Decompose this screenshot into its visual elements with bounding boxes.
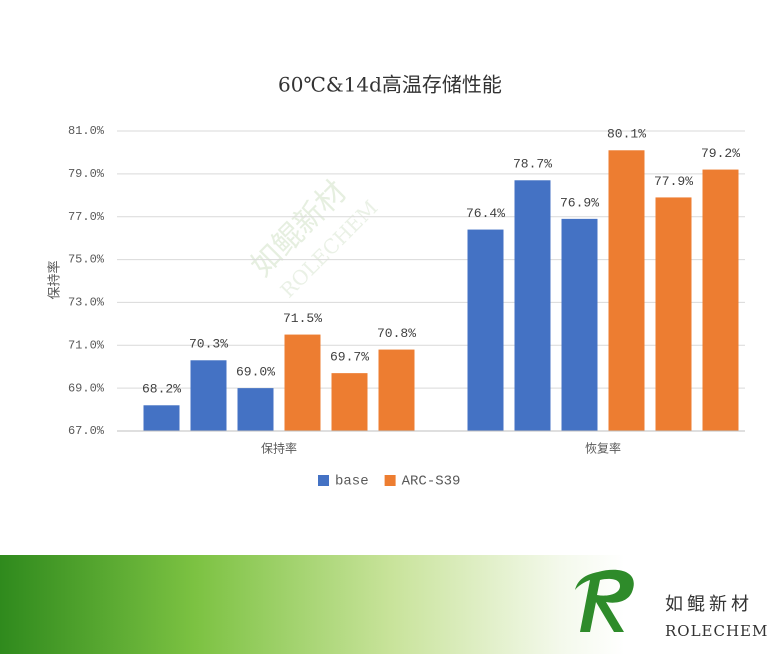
value-label: 78.7% [513, 157, 552, 172]
value-label: 69.0% [236, 365, 275, 380]
value-label: 70.8% [377, 326, 416, 341]
bar [190, 360, 227, 431]
bar [467, 229, 504, 431]
logo [575, 569, 634, 632]
bar [143, 405, 180, 431]
y-tick-label: 75.0% [68, 253, 105, 267]
bar [514, 180, 551, 431]
y-tick-label: 73.0% [68, 296, 105, 310]
value-label: 71.5% [283, 311, 322, 326]
bar [702, 169, 739, 432]
bar [378, 349, 415, 431]
chart-title: 60℃&14d高温存储性能 [278, 73, 502, 97]
value-label: 79.2% [701, 146, 740, 161]
bar [608, 150, 645, 432]
y-axis-title: 保持率 [47, 260, 63, 299]
brand-en: ROLECHEM [665, 622, 768, 640]
value-label: 70.3% [189, 337, 228, 352]
legend-label: base [335, 474, 369, 490]
y-tick-label: 71.0% [68, 338, 105, 352]
x-tick-label: 保持率 [261, 441, 297, 456]
bar [655, 197, 692, 431]
x-tick-label: 恢复率 [585, 441, 621, 456]
legend-swatch [384, 475, 396, 486]
y-tick-label: 77.0% [68, 210, 105, 224]
legend-label: ARC-S39 [402, 474, 461, 490]
bar [561, 218, 598, 431]
brand-cn: 如鲲新材 [665, 594, 753, 615]
y-tick-label: 81.0% [68, 124, 105, 138]
value-label: 77.9% [654, 174, 693, 189]
value-label: 76.4% [466, 206, 505, 221]
value-label: 80.1% [607, 127, 646, 142]
y-tick-label: 67.0% [68, 424, 105, 438]
y-tick-label: 79.0% [68, 167, 105, 181]
legend-swatch [318, 475, 329, 486]
footer-band [0, 555, 781, 654]
value-label: 69.7% [330, 350, 369, 365]
bar [237, 388, 274, 431]
y-tick-label: 69.0% [68, 381, 105, 395]
bar [284, 334, 321, 431]
value-label: 68.2% [142, 382, 181, 397]
bar [331, 373, 368, 431]
value-label: 76.9% [560, 195, 599, 210]
